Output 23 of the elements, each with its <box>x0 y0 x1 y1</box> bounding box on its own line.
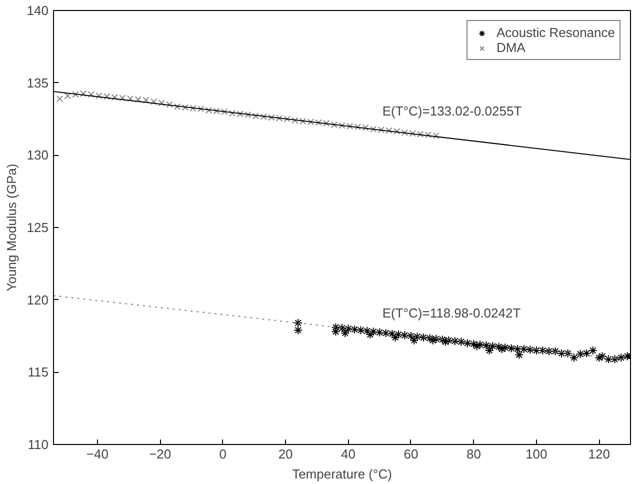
y-tick-label: 140 <box>26 3 49 18</box>
y-axis-title: Young Modulus (GPa) <box>4 164 19 292</box>
legend-label: DMA <box>496 40 526 55</box>
x-tick-label: −20 <box>149 446 172 462</box>
x-axis-title: Temperature (°C) <box>292 466 392 482</box>
y-tick-label: 120 <box>26 292 49 308</box>
x-tick-label: 80 <box>466 446 481 462</box>
y-tick-label: 135 <box>26 75 49 90</box>
legend-label: Acoustic Resonance <box>496 25 615 40</box>
y-tick-label: 130 <box>26 148 49 163</box>
x-tick-label: 60 <box>404 446 418 462</box>
y-tick-label: 125 <box>26 220 49 235</box>
x-tick-label: 0 <box>219 446 226 462</box>
point <box>56 95 64 102</box>
y-tick-label: 115 <box>28 364 49 380</box>
x-tick-label: 20 <box>278 446 293 462</box>
y-tick-label: 110 <box>28 437 49 452</box>
annotation: E(T°C)=133.02-0.0255T <box>382 103 522 118</box>
annotation: E(T°C)=118.98-0.0242T <box>382 305 521 320</box>
x-tick-label: 40 <box>341 446 356 462</box>
x-tick-label: 120 <box>588 446 610 462</box>
x-tick-label: −40 <box>86 446 108 462</box>
x-tick-label: 100 <box>526 446 548 462</box>
